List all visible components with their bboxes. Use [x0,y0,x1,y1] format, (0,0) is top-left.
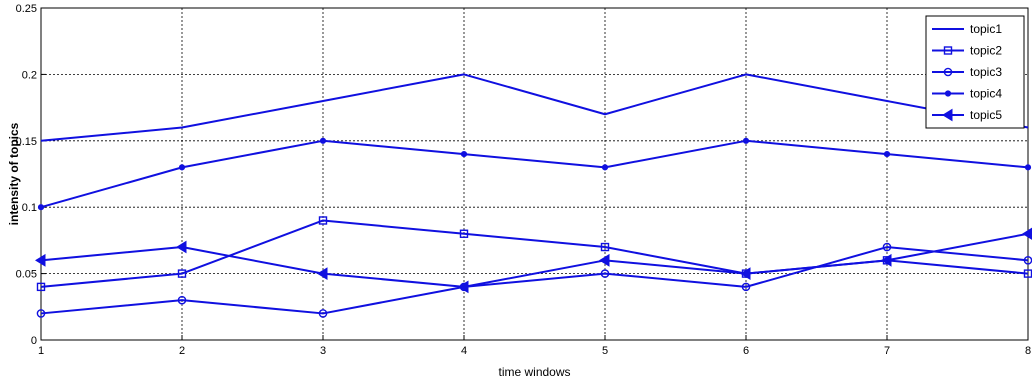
data-point [36,282,46,292]
data-point [36,309,46,318]
data-point [742,137,750,144]
data-point [882,242,892,252]
series-line [40,219,1029,288]
data-point [177,269,187,278]
y-tick-label: 0 [31,335,37,347]
series-topic1 [40,73,1029,142]
series-layer [35,73,1032,318]
data-point [318,216,328,225]
data-point [178,164,186,171]
x-tick-label: 8 [1025,345,1031,357]
series-line [40,246,1029,315]
legend-item-topic5: topic5 [932,108,1002,122]
data-point [741,282,751,292]
legend-item-topic4: topic4 [932,87,1002,101]
legend-label: topic5 [970,108,1002,122]
y-tick-label: 0.1 [22,202,37,214]
data-point [460,150,468,158]
data-point [740,267,751,280]
legend-label: topic2 [970,44,1002,58]
legend-label: topic3 [970,65,1002,79]
data-point [601,164,609,171]
y-axis-ticks: 0 0.05 0.1 0.15 0.2 0.25 [16,3,46,347]
x-tick-label: 7 [884,345,890,357]
x-tick-label: 2 [179,345,185,357]
x-tick-label: 6 [743,345,749,357]
data-point [1024,164,1032,171]
series-line [40,139,1029,209]
data-point [459,229,469,238]
data-point [317,267,328,280]
series-topic4 [37,137,1032,211]
y-tick-label: 0.25 [16,3,37,15]
x-axis-label: time windows [498,365,570,379]
data-point [35,253,46,267]
x-tick-label: 3 [320,345,326,357]
legend-marker [942,108,953,122]
legend-item-topic2: topic2 [932,44,1002,58]
data-point [599,253,610,267]
y-tick-label: 0.15 [16,136,37,148]
data-point [883,150,891,158]
legend: topic1 topic2 topic3 topic4 topic5 [925,15,1025,129]
series-topic3 [36,242,1032,318]
legend-marker [943,67,953,77]
data-point [881,253,892,267]
data-point [458,280,469,294]
legend-marker [943,46,953,55]
series-line [40,73,1029,142]
x-tick-label: 5 [602,345,608,357]
data-point [600,269,610,278]
data-point [319,137,327,144]
series-topic5 [35,227,1032,294]
data-point [600,242,610,252]
y-tick-label: 0.05 [16,269,37,281]
data-point [318,309,328,318]
plot-frame [40,7,1029,341]
x-tick-label: 4 [461,345,467,357]
legend-label: topic4 [970,87,1002,101]
data-point [1022,227,1032,240]
data-point [177,295,187,305]
x-tick-label: 1 [38,345,44,357]
series-line [40,232,1029,288]
legend-marker [944,90,952,97]
grid [41,8,1028,340]
data-point [176,240,187,254]
legend-item-topic3: topic3 [932,65,1002,79]
y-tick-label: 0.2 [22,69,37,81]
legend-label: topic1 [970,22,1002,36]
x-axis-ticks: 1 2 3 4 5 6 7 8 [38,335,1031,357]
y-axis-label: intensity of topics [7,122,21,225]
data-point [37,204,45,211]
legend-item-topic1: topic1 [932,22,1002,36]
